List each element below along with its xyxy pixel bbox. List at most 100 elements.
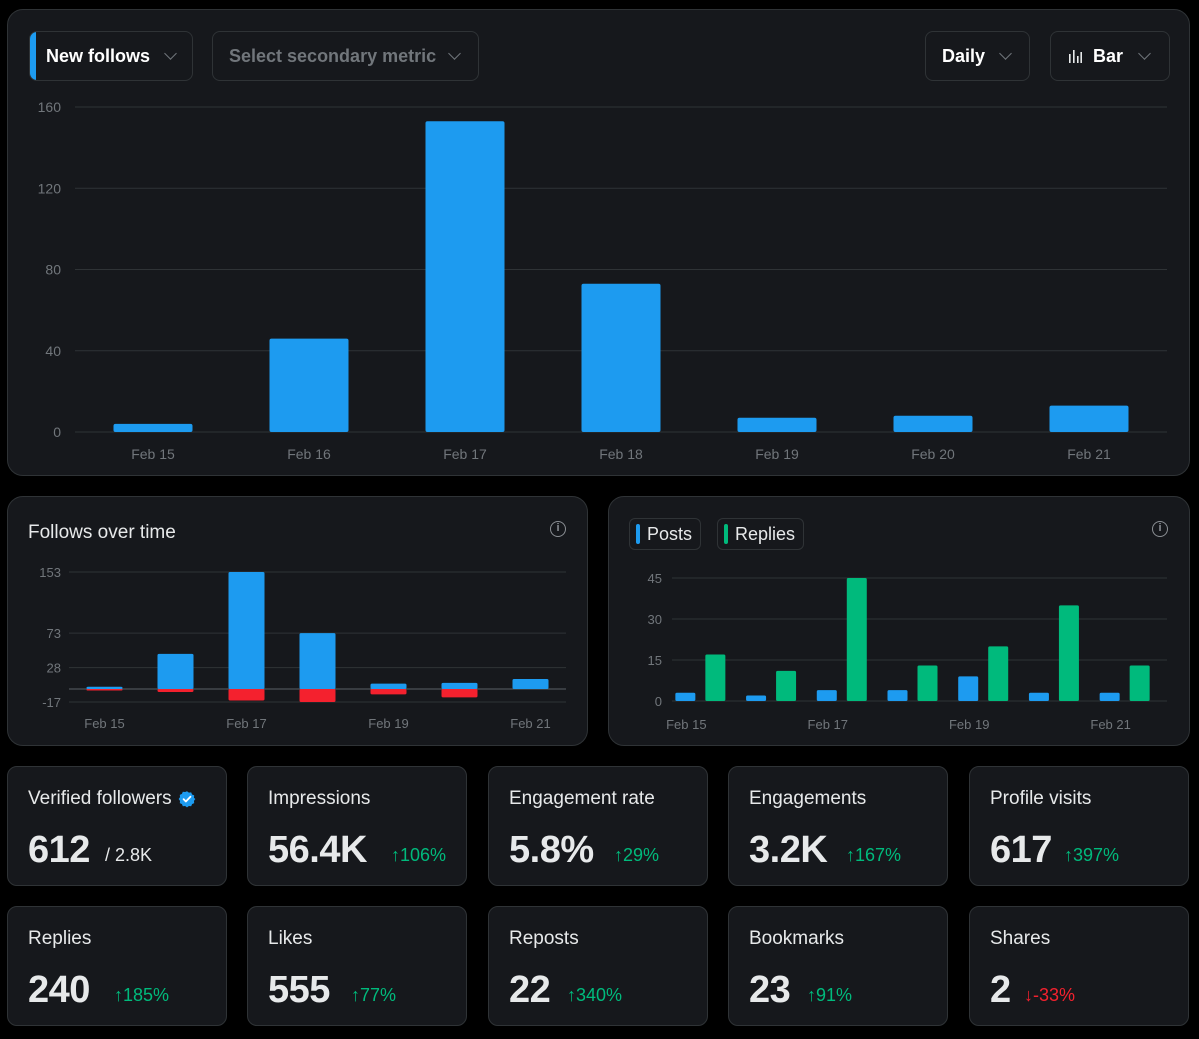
unfollows-bar: [370, 689, 407, 695]
x-tick-label: Feb 21: [1067, 446, 1111, 462]
new-follows-chart: 0 40 80 120 160 Feb 15 Feb 16 Feb 17 Feb 18 Feb 1…: [38, 99, 1167, 462]
follows-bar: [299, 633, 336, 689]
primary-metric-accent: [30, 32, 36, 80]
stat-value: 240: [28, 969, 90, 1011]
follows-bar: [228, 572, 265, 689]
stat-delta-value: 167%: [855, 845, 902, 865]
y-tick-label: 40: [45, 343, 61, 359]
bar-feb-15: [113, 423, 193, 432]
stat-delta: ↑29%: [614, 845, 659, 866]
stat-delta: ↑397%: [1064, 845, 1119, 866]
follows-bar: [86, 686, 123, 689]
stat-card-replies: Replies 240 ↑185%: [7, 906, 227, 1026]
stat-value: 5.8%: [509, 829, 594, 871]
stat-delta: ↑91%: [807, 985, 852, 1006]
bar-feb-17: [425, 121, 505, 432]
stat-delta: ↑340%: [567, 985, 622, 1006]
stat-delta: ↑167%: [846, 845, 901, 866]
stat-value: 3.2K: [749, 829, 828, 871]
bar-feb-20: [893, 415, 973, 432]
chart-type-dropdown[interactable]: Bar: [1050, 31, 1170, 81]
bar-feb-16: [269, 338, 349, 432]
posts-swatch: [636, 524, 640, 544]
stat-label: Engagement rate: [509, 788, 655, 809]
arrow-up-icon: ↑: [114, 985, 123, 1005]
y-tick-label: 0: [53, 424, 61, 440]
x-tick-label: Feb 16: [287, 446, 331, 462]
follows-bar: [441, 682, 478, 689]
posts-replies-chart: 0 15 30 45 Feb 15 Feb 17 Feb 19 Feb 21: [648, 571, 1167, 732]
arrow-down-icon: ↓: [1024, 985, 1033, 1005]
stat-label: Likes: [268, 928, 313, 949]
arrow-up-icon: ↑: [391, 845, 400, 865]
stat-value: 617: [990, 829, 1052, 871]
stat-delta-value: 340%: [576, 985, 623, 1005]
y-tick-label: 30: [648, 612, 662, 627]
stat-card-likes: Likes 555 ↑77%: [247, 906, 467, 1026]
arrow-up-icon: ↑: [807, 985, 816, 1005]
posts-bar: [675, 692, 696, 701]
info-icon[interactable]: i: [550, 521, 566, 537]
replies-bar: [1129, 665, 1150, 701]
posts-bar: [816, 690, 837, 701]
posts-bar: [958, 676, 979, 701]
unfollows-bar: [86, 689, 123, 691]
posts-replies-card: Posts Replies i 0 15 30 45 Feb 15 Feb 17 Feb 1…: [608, 496, 1190, 746]
replies-bar: [705, 654, 726, 701]
stat-value: 22: [509, 969, 551, 1011]
stat-card-verified-followers: Verified followers 612 / 2.8K: [7, 766, 227, 886]
stat-card-engagements: Engagements 3.2K ↑167%: [728, 766, 948, 886]
arrow-up-icon: ↑: [567, 985, 576, 1005]
x-tick-label: Feb 17: [443, 446, 487, 462]
stat-value: 23: [749, 969, 791, 1011]
stat-delta: ↓-33%: [1024, 985, 1075, 1006]
x-tick-label: Feb 21: [510, 716, 550, 731]
unfollows-bar: [441, 689, 478, 698]
stat-label: Reposts: [509, 928, 579, 949]
stat-card-bookmarks: Bookmarks 23 ↑91%: [728, 906, 948, 1026]
secondary-metric-placeholder: Select secondary metric: [229, 45, 437, 66]
follows-bar: [370, 683, 407, 689]
y-tick-label: -17: [42, 695, 61, 710]
x-tick-label: Feb 15: [84, 716, 124, 731]
interval-label: Daily: [942, 45, 986, 66]
follows-bar: [512, 679, 549, 689]
info-icon[interactable]: i: [1152, 521, 1168, 537]
main-chart-card: New follows Select secondary metric Dail…: [7, 9, 1190, 476]
stat-card-reposts: Reposts 22 ↑340%: [488, 906, 708, 1026]
stat-delta-value: -33%: [1033, 985, 1076, 1005]
stat-label: Shares: [990, 928, 1051, 949]
stat-value: 555: [268, 969, 330, 1011]
stat-delta: ↑77%: [351, 985, 396, 1006]
bar-feb-21: [1049, 405, 1129, 432]
posts-bar: [1028, 692, 1049, 701]
primary-metric-dropdown[interactable]: New follows: [29, 31, 193, 81]
stat-value: 56.4K: [268, 829, 367, 871]
arrow-up-icon: ↑: [1064, 845, 1073, 865]
legend-replies[interactable]: Replies: [717, 518, 805, 550]
y-tick-label: 15: [648, 653, 662, 668]
stat-label: Verified followers: [28, 788, 196, 810]
x-tick-label: Feb 18: [599, 446, 643, 462]
y-tick-label: 120: [38, 180, 62, 196]
stat-total: / 2.8K: [105, 845, 153, 865]
follows-over-time-card: Follows over time i -17 28 73 153 Feb 15 Feb …: [7, 496, 588, 746]
unfollows-bar: [157, 689, 194, 693]
x-tick-label: Feb 19: [755, 446, 799, 462]
replies-bar: [988, 646, 1009, 701]
y-tick-label: 153: [39, 565, 61, 580]
follows-over-time-chart: -17 28 73 153 Feb 15 Feb 17 Feb 19 Feb 21: [39, 565, 566, 731]
interval-dropdown[interactable]: Daily: [925, 31, 1030, 81]
verified-badge-icon: [178, 791, 195, 808]
x-tick-label: Feb 19: [949, 717, 989, 732]
primary-metric-label: New follows: [46, 45, 151, 66]
y-tick-label: 0: [655, 694, 662, 709]
replies-bar: [846, 578, 867, 701]
stat-delta-value: 77%: [360, 985, 397, 1005]
chart-type-label: Bar: [1093, 45, 1124, 66]
replies-swatch: [724, 524, 728, 544]
legend-posts[interactable]: Posts: [629, 518, 702, 550]
x-tick-label: Feb 17: [226, 716, 266, 731]
stat-card-profile-visits: Profile visits 617 ↑397%: [969, 766, 1189, 886]
secondary-metric-dropdown[interactable]: Select secondary metric: [212, 31, 479, 81]
